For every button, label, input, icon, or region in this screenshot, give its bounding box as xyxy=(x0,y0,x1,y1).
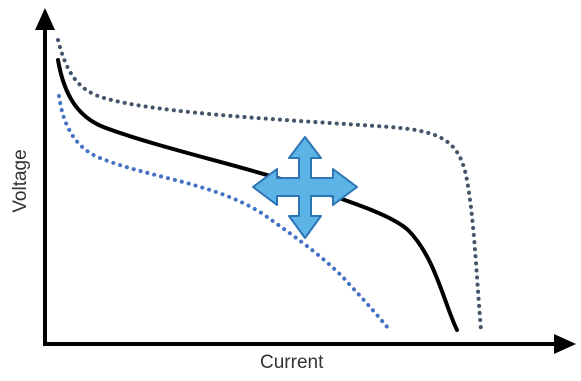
y-axis-label: Voltage xyxy=(10,149,31,213)
y-axis-arrowhead xyxy=(35,8,55,30)
upper-dotted-curve xyxy=(56,38,483,332)
y-axis xyxy=(35,8,55,344)
x-axis xyxy=(43,334,576,354)
lower-dotted-curve xyxy=(57,94,390,330)
move-arrows-icon xyxy=(252,136,358,239)
x-axis-arrowhead xyxy=(554,334,576,354)
x-axis-label: Current xyxy=(260,352,324,373)
